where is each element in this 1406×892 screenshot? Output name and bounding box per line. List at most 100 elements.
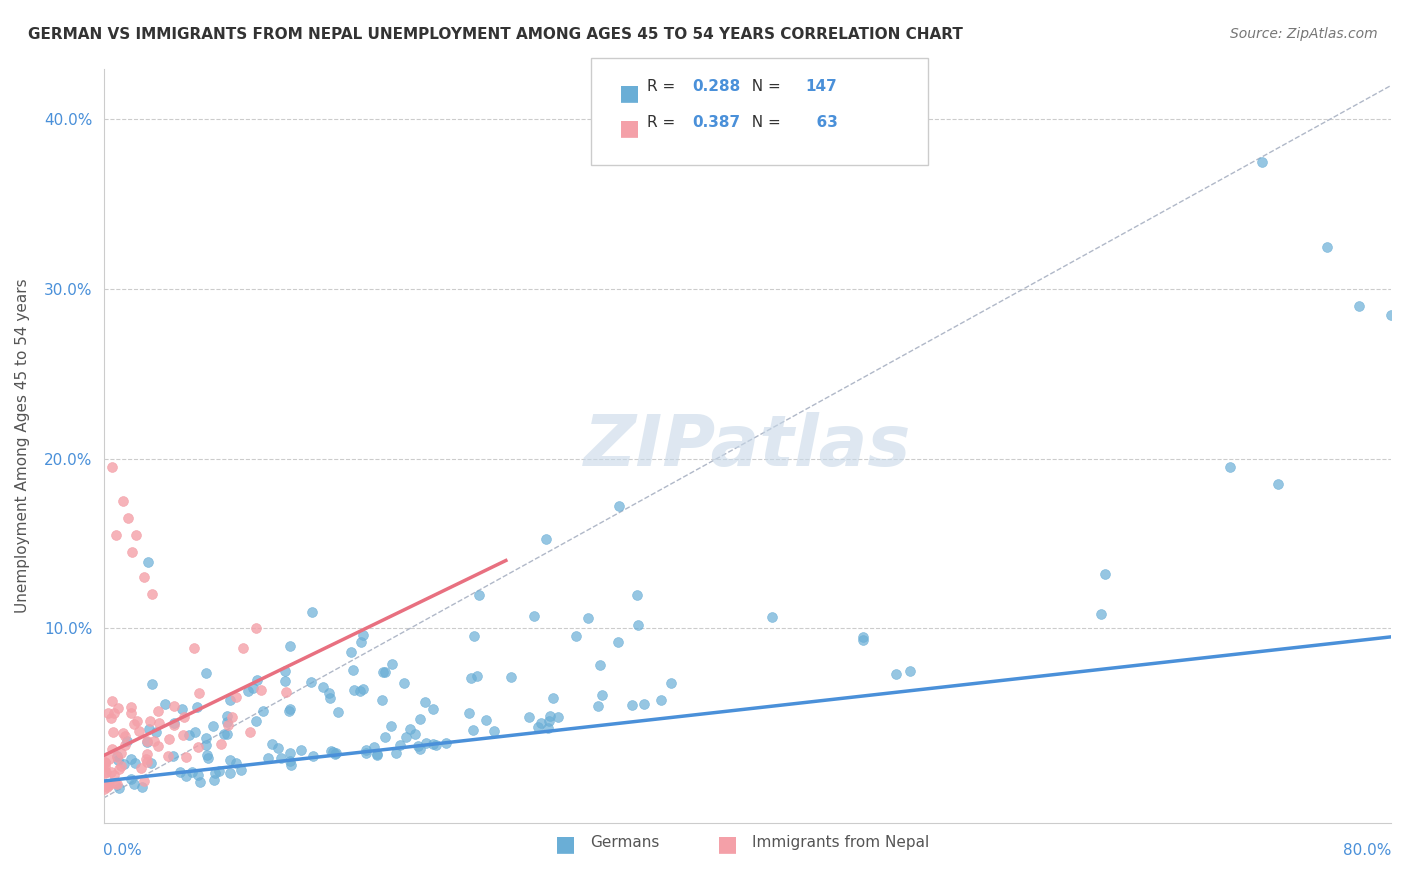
Point xyxy=(217,718,239,732)
Point xyxy=(537,714,560,728)
Point xyxy=(96,777,118,791)
Point xyxy=(366,747,388,762)
Point xyxy=(107,749,129,764)
Text: N =: N = xyxy=(742,79,786,95)
Point xyxy=(111,494,134,508)
Text: ■: ■ xyxy=(619,119,640,138)
Point xyxy=(128,724,150,739)
Point xyxy=(627,617,650,632)
Point xyxy=(169,764,191,779)
Point xyxy=(110,746,132,760)
Point xyxy=(322,745,344,759)
Point xyxy=(139,714,162,728)
Point xyxy=(107,701,129,715)
Point xyxy=(761,610,783,624)
Point xyxy=(463,629,485,643)
Point xyxy=(105,777,128,791)
Point xyxy=(194,666,217,681)
Point xyxy=(239,725,262,739)
Point xyxy=(415,736,437,750)
Point xyxy=(108,781,131,796)
Point xyxy=(460,671,482,685)
Point xyxy=(136,747,159,761)
Point xyxy=(138,722,160,736)
Point xyxy=(589,657,612,672)
Point xyxy=(94,755,117,769)
Point xyxy=(96,780,118,795)
Point xyxy=(114,756,136,771)
Point xyxy=(124,756,146,770)
Point xyxy=(187,686,209,700)
Point xyxy=(136,556,159,570)
Point xyxy=(323,747,346,761)
Point xyxy=(278,639,301,653)
Point xyxy=(194,731,217,745)
Point xyxy=(342,663,364,677)
Point xyxy=(527,720,550,734)
Point xyxy=(394,675,416,690)
Text: ■: ■ xyxy=(717,835,738,855)
Point xyxy=(219,693,242,707)
Point xyxy=(187,739,209,754)
Point xyxy=(120,706,142,721)
Point xyxy=(278,746,301,760)
Point xyxy=(93,782,115,797)
Point xyxy=(141,677,163,691)
Point xyxy=(136,733,159,747)
Point xyxy=(174,769,197,783)
Point xyxy=(422,737,444,751)
Point xyxy=(225,756,247,770)
Point xyxy=(650,692,672,706)
Point xyxy=(278,704,301,718)
Point xyxy=(115,734,138,748)
Point xyxy=(501,670,523,684)
Point xyxy=(94,765,117,780)
Point xyxy=(105,750,128,764)
Point xyxy=(350,635,373,649)
Point xyxy=(389,738,412,752)
Point xyxy=(148,716,170,731)
Point xyxy=(468,588,491,602)
Point xyxy=(409,742,432,756)
Point xyxy=(475,713,498,727)
Point xyxy=(202,773,225,788)
Point xyxy=(576,611,599,625)
Point xyxy=(312,680,335,694)
Point xyxy=(103,767,125,781)
Point xyxy=(245,673,267,688)
Point xyxy=(232,641,254,656)
Point xyxy=(517,710,540,724)
Point xyxy=(591,688,613,702)
Text: 0.0%: 0.0% xyxy=(104,843,142,858)
Point xyxy=(188,774,211,789)
Point xyxy=(195,748,218,763)
Text: ■: ■ xyxy=(619,83,640,103)
Point xyxy=(461,723,484,738)
Point xyxy=(1090,607,1112,621)
Point xyxy=(110,758,132,772)
Point xyxy=(132,570,155,584)
Point xyxy=(101,742,124,756)
Point xyxy=(898,665,921,679)
Point xyxy=(380,719,402,733)
Point xyxy=(163,698,186,713)
Point xyxy=(354,743,377,757)
Point xyxy=(354,746,377,760)
Point xyxy=(94,756,117,770)
Point xyxy=(177,728,200,742)
Point xyxy=(100,694,122,708)
Point xyxy=(406,739,429,753)
Point xyxy=(257,751,280,765)
Point xyxy=(201,719,224,733)
Point xyxy=(103,706,125,720)
Point xyxy=(425,739,447,753)
Point xyxy=(252,704,274,718)
Point xyxy=(371,692,394,706)
Text: Source: ZipAtlas.com: Source: ZipAtlas.com xyxy=(1230,27,1378,41)
Point xyxy=(326,705,349,719)
Point xyxy=(1379,308,1402,322)
Point xyxy=(132,773,155,788)
Point xyxy=(349,684,371,698)
Point xyxy=(125,528,148,542)
Point xyxy=(339,645,361,659)
